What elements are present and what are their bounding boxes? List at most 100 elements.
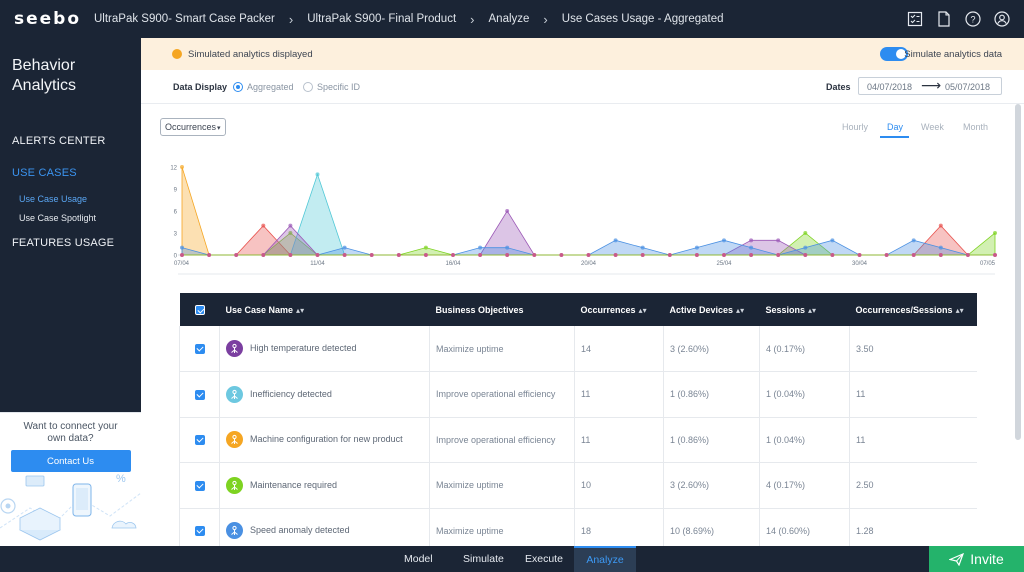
checklist-icon[interactable] bbox=[905, 9, 925, 29]
baseline-point[interactable] bbox=[234, 253, 239, 257]
table-row[interactable]: High temperature detected Maximize uptime… bbox=[179, 326, 977, 372]
nav-analyze[interactable]: Analyze bbox=[574, 546, 636, 572]
baseline-point[interactable] bbox=[586, 253, 591, 257]
baseline-point[interactable] bbox=[288, 253, 293, 257]
data-point[interactable] bbox=[803, 245, 808, 250]
date-from[interactable]: 04/07/2018 bbox=[867, 82, 913, 92]
baseline-point[interactable] bbox=[342, 253, 347, 257]
baseline-point[interactable] bbox=[993, 253, 997, 257]
row-checkbox[interactable] bbox=[194, 343, 205, 354]
tab-day[interactable]: Day bbox=[887, 122, 904, 132]
sidebar-item-use-case-spotlight[interactable]: Use Case Spotlight bbox=[19, 213, 97, 223]
date-range-picker[interactable]: 04/07/2018 ⟶ 05/07/2018 bbox=[858, 77, 1002, 95]
data-point[interactable] bbox=[315, 172, 320, 177]
baseline-point[interactable] bbox=[423, 253, 428, 257]
baseline-point[interactable] bbox=[965, 253, 970, 257]
data-point[interactable] bbox=[423, 245, 428, 250]
col-active-devices[interactable]: Active Devices ▴▾ bbox=[663, 293, 760, 326]
aggregated-radio[interactable] bbox=[233, 82, 243, 92]
data-point[interactable] bbox=[180, 165, 184, 169]
data-point[interactable] bbox=[830, 238, 835, 243]
specific-id-label[interactable]: Specific ID bbox=[317, 82, 361, 92]
col-occurrences[interactable]: Occurrences ▴▾ bbox=[574, 293, 664, 326]
baseline-point[interactable] bbox=[613, 253, 618, 257]
sort-icon[interactable]: ▴▾ bbox=[638, 305, 647, 315]
col-sessions[interactable]: Sessions ▴▾ bbox=[759, 293, 850, 326]
row-checkbox[interactable] bbox=[194, 435, 205, 446]
sort-icon[interactable]: ▴▾ bbox=[296, 305, 305, 315]
data-point[interactable] bbox=[938, 245, 943, 250]
baseline-point[interactable] bbox=[478, 253, 483, 257]
data-point[interactable] bbox=[261, 223, 266, 228]
data-point[interactable] bbox=[722, 238, 726, 243]
baseline-point[interactable] bbox=[369, 253, 374, 257]
baseline-point[interactable] bbox=[396, 253, 401, 257]
data-point[interactable] bbox=[749, 245, 754, 250]
select-all-checkbox[interactable] bbox=[194, 304, 205, 315]
data-point[interactable] bbox=[288, 223, 293, 228]
baseline-point[interactable] bbox=[884, 253, 889, 257]
data-point[interactable] bbox=[993, 231, 997, 235]
baseline-point[interactable] bbox=[505, 253, 510, 257]
sidebar-item-features-usage[interactable]: FEATURES USAGE bbox=[12, 237, 115, 249]
row-checkbox[interactable] bbox=[194, 480, 205, 491]
specific-id-radio[interactable] bbox=[303, 82, 313, 92]
use-case-name[interactable]: Inefficiency detected bbox=[250, 388, 332, 399]
data-point[interactable] bbox=[505, 245, 510, 250]
col-use-case-name[interactable]: Use Case Name ▴▾ bbox=[219, 293, 430, 326]
metric-select[interactable]: Occurrences▾ bbox=[160, 118, 226, 136]
data-point[interactable] bbox=[478, 245, 483, 250]
data-point[interactable] bbox=[180, 245, 184, 250]
breadcrumb-analyze[interactable]: Analyze bbox=[488, 13, 530, 25]
data-point[interactable] bbox=[640, 245, 645, 250]
data-point[interactable] bbox=[776, 238, 781, 243]
data-point[interactable] bbox=[613, 238, 618, 243]
invite-button[interactable]: Invite bbox=[929, 546, 1024, 572]
baseline-point[interactable] bbox=[749, 253, 754, 257]
sidebar-item-alerts-center[interactable]: ALERTS CENTER bbox=[12, 135, 106, 147]
sort-icon[interactable]: ▴▾ bbox=[808, 305, 817, 315]
nav-execute[interactable]: Execute bbox=[525, 553, 563, 565]
simulate-analytics-toggle[interactable] bbox=[880, 47, 908, 61]
table-row[interactable]: Speed anomaly detected Maximize uptime 18 1… bbox=[179, 508, 977, 546]
baseline-point[interactable] bbox=[776, 253, 781, 257]
baseline-point[interactable] bbox=[559, 253, 564, 257]
tab-week[interactable]: Week bbox=[921, 122, 944, 132]
tab-hourly[interactable]: Hourly bbox=[842, 122, 869, 132]
col-occurrences-sessions[interactable]: Occurrences/Sessions ▴▾ bbox=[849, 293, 977, 326]
help-icon[interactable]: ? bbox=[963, 9, 983, 29]
data-point[interactable] bbox=[749, 238, 754, 243]
baseline-point[interactable] bbox=[722, 253, 726, 257]
logo[interactable]: seebo bbox=[14, 9, 82, 29]
data-point[interactable] bbox=[505, 209, 510, 213]
table-row[interactable]: Machine configuration for new product Imp… bbox=[179, 417, 977, 463]
scrollbar[interactable] bbox=[1015, 104, 1021, 440]
baseline-point[interactable] bbox=[532, 253, 537, 257]
data-point[interactable] bbox=[911, 238, 916, 243]
data-point[interactable] bbox=[938, 223, 943, 228]
baseline-point[interactable] bbox=[803, 253, 808, 257]
table-row[interactable]: Inefficiency detected Improve operational… bbox=[179, 371, 977, 418]
use-case-name[interactable]: Machine configuration for new product bbox=[250, 434, 403, 445]
contact-us-button[interactable]: Contact Us bbox=[10, 450, 131, 472]
sort-icon[interactable]: ▴▾ bbox=[955, 305, 964, 315]
use-case-name[interactable]: Speed anomaly detected bbox=[250, 525, 350, 536]
baseline-point[interactable] bbox=[180, 253, 184, 257]
baseline-point[interactable] bbox=[207, 253, 212, 257]
nav-model[interactable]: Model bbox=[404, 553, 433, 565]
date-to[interactable]: 05/07/2018 bbox=[945, 82, 991, 92]
data-point[interactable] bbox=[694, 245, 699, 250]
breadcrumb-product[interactable]: UltraPak S900- Smart Case Packer bbox=[94, 13, 275, 25]
baseline-point[interactable] bbox=[857, 253, 862, 257]
baseline-point[interactable] bbox=[451, 253, 455, 257]
baseline-point[interactable] bbox=[315, 253, 320, 257]
data-point[interactable] bbox=[288, 231, 293, 235]
baseline-point[interactable] bbox=[938, 253, 943, 257]
row-checkbox[interactable] bbox=[194, 526, 205, 537]
nav-simulate[interactable]: Simulate bbox=[463, 553, 504, 565]
use-case-name[interactable]: Maintenance required bbox=[250, 479, 338, 490]
baseline-point[interactable] bbox=[640, 253, 645, 257]
sidebar-item-use-case-usage[interactable]: Use Case Usage bbox=[19, 194, 88, 204]
sidebar-item-use-cases[interactable]: USE CASES bbox=[12, 167, 77, 179]
row-checkbox[interactable] bbox=[194, 389, 205, 400]
